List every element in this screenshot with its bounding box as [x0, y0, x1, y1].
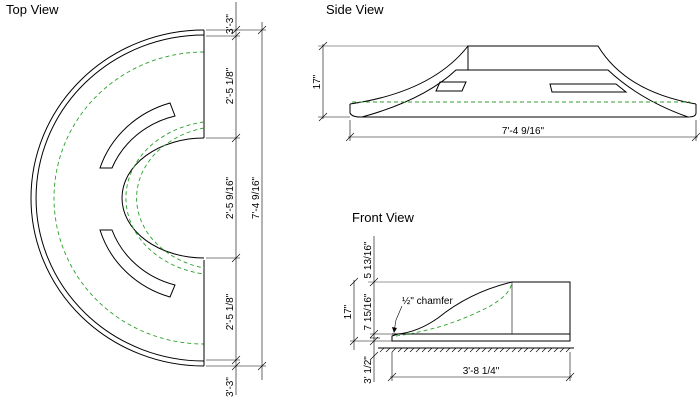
side-base [349, 104, 697, 118]
top-notch-gap [199, 138, 209, 260]
front-dim-overall: 17" [343, 304, 354, 319]
top-dim-seg2: 2'-5 9/16" [225, 176, 236, 219]
side-view: Side View 17" 7'-4 9/16" [312, 2, 700, 142]
front-view: Front View ½" chamfer [343, 210, 575, 384]
top-dim-seg3: 2'-5 1/8" [225, 293, 236, 330]
side-height-dim: 17" [312, 74, 323, 89]
side-view-title: Side View [326, 2, 384, 17]
top-inner-notch [121, 137, 205, 259]
top-inner-hidden-2 [125, 121, 205, 275]
front-view-title: Front View [352, 210, 415, 225]
top-outer-edge-inner [35, 34, 205, 362]
top-dim-overall: 7'-4 9/16" [251, 176, 262, 219]
front-dim-middle: 7 15/16" [363, 293, 374, 330]
top-view-title: Top View [6, 2, 59, 17]
front-dim-upper: 5 13/16" [363, 241, 374, 278]
top-dim-seg1: 2'-5 1/8" [225, 67, 236, 104]
top-dim-edge-bottom: 3'-3" [225, 377, 236, 397]
front-ground-hatch [379, 347, 571, 353]
front-width-dim: 3'-8 1/4" [463, 366, 500, 377]
top-outer-hidden-line [53, 51, 205, 345]
front-dim-base: 3' 1/2" [363, 356, 374, 384]
side-inner-profile [361, 69, 689, 118]
top-view: Top View [6, 2, 267, 397]
side-ramp-profile [349, 45, 697, 105]
side-left-slot [435, 81, 467, 92]
side-width-dim: 7'-4 9/16" [502, 126, 545, 137]
top-dim-edge-top: 3'-3" [225, 14, 236, 34]
front-chamfer-note: ½" chamfer [402, 296, 453, 307]
top-upper-slot [99, 102, 176, 169]
top-lower-slot [99, 229, 176, 298]
top-outer-edge [30, 29, 205, 367]
front-hidden-line [395, 281, 513, 337]
top-inner-hidden-1 [136, 127, 205, 269]
side-right-slot [549, 83, 628, 93]
